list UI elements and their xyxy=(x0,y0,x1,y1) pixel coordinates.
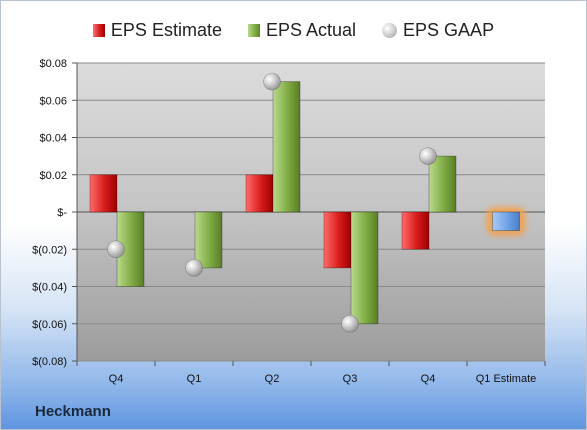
legend-swatch-estimate xyxy=(92,23,105,37)
marker-eps-gaap xyxy=(107,240,125,259)
x-tick-label: Q1 Estimate xyxy=(476,373,537,385)
bar-eps-actual xyxy=(350,211,379,325)
legend-swatch-gaap xyxy=(382,22,398,38)
y-tick-label: $(0.02) xyxy=(32,244,67,256)
y-tick-label: $(0.06) xyxy=(32,319,67,331)
bar-eps-actual xyxy=(194,211,223,269)
x-tick-label: Q2 xyxy=(265,373,280,385)
legend-label-gaap: EPS GAAP xyxy=(403,19,495,40)
x-tick-label: Q4 xyxy=(109,373,124,385)
y-tick-label: $0.08 xyxy=(39,58,67,70)
y-tick-label: $0.04 xyxy=(39,133,67,145)
legend-item-actual: EPS Actual xyxy=(247,19,357,41)
marker-eps-gaap xyxy=(185,259,203,277)
bar-eps-actual xyxy=(428,155,457,213)
marker-eps-gaap xyxy=(419,147,437,165)
legend-item-estimate: EPS Estimate xyxy=(92,19,222,41)
y-tick-label: $- xyxy=(57,207,67,219)
bar-eps-estimate xyxy=(245,174,274,213)
bar-eps-estimate xyxy=(323,211,352,269)
marker-eps-gaap xyxy=(263,72,281,91)
x-tick-label: Q4 xyxy=(421,373,436,385)
legend-label-estimate: EPS Estimate xyxy=(110,19,222,40)
marker-eps-gaap xyxy=(341,314,359,333)
y-tick-label: $0.06 xyxy=(39,95,67,107)
y-tick-label: $(0.08) xyxy=(32,356,67,368)
legend: EPS Estimate EPS Actual EPS GAAP xyxy=(1,15,586,45)
bar-eps-estimate xyxy=(89,174,118,213)
y-tick-label: $0.02 xyxy=(39,170,67,182)
y-tick-label: $(0.04) xyxy=(32,282,67,294)
bar-future-estimate xyxy=(492,211,520,232)
x-tick-label: Q1 xyxy=(187,373,202,385)
legend-item-gaap: EPS GAAP xyxy=(382,20,494,41)
legend-swatch-actual xyxy=(247,23,260,37)
legend-label-actual: EPS Actual xyxy=(265,19,357,40)
x-tick-label: Q3 xyxy=(343,373,358,385)
company-name: Heckmann xyxy=(35,403,111,420)
bar-eps-estimate xyxy=(401,211,430,250)
bar-eps-actual xyxy=(272,81,301,213)
